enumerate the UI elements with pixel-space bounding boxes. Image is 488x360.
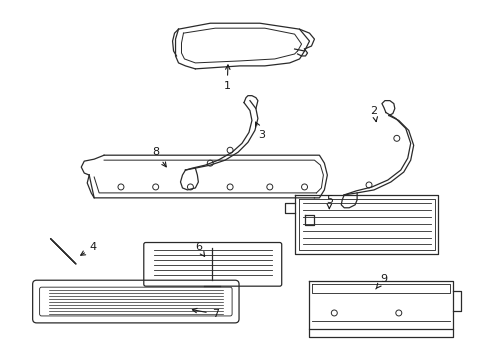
Text: 5: 5 <box>325 195 332 208</box>
Text: 3: 3 <box>255 122 265 140</box>
Text: 6: 6 <box>194 243 204 256</box>
Text: 8: 8 <box>152 147 166 167</box>
Text: 2: 2 <box>370 105 377 122</box>
Text: 7: 7 <box>192 309 218 319</box>
Text: 1: 1 <box>223 65 230 91</box>
Text: 9: 9 <box>375 274 386 289</box>
Text: 4: 4 <box>81 243 97 255</box>
